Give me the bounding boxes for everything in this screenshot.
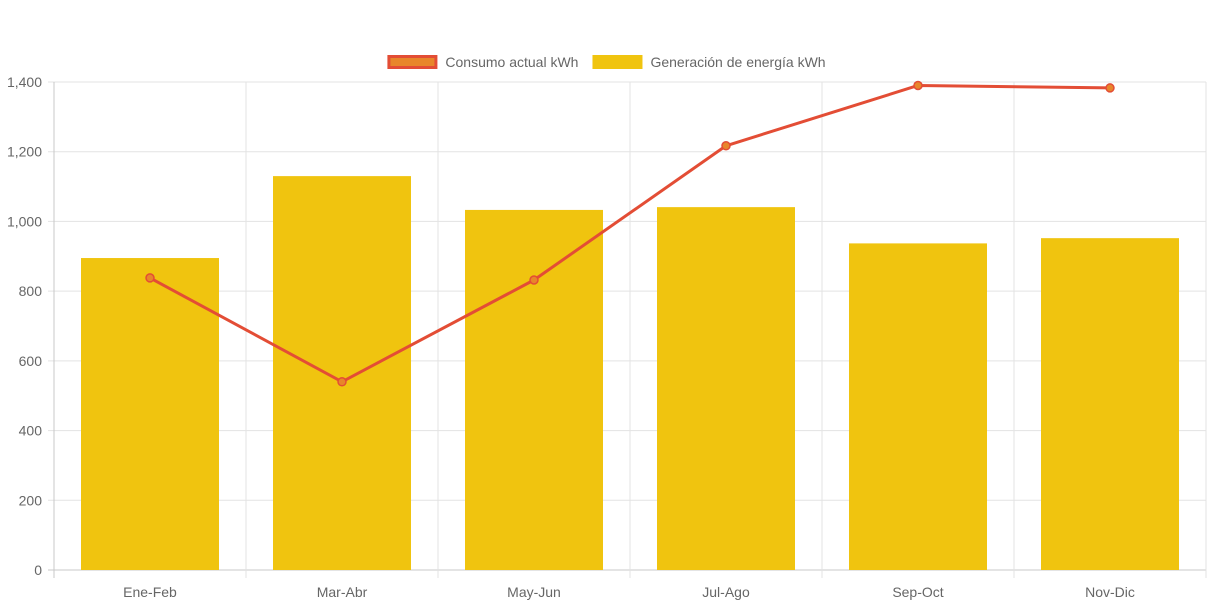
bar [81,258,219,570]
legend-swatch [387,55,438,69]
legend-label: Generación de energía kWh [650,54,825,70]
y-tick-label: 600 [19,353,43,369]
x-tick-label: Jul-Ago [702,584,750,600]
bar [1041,238,1179,570]
y-tick-label: 1,400 [7,74,42,90]
grid [48,81,1207,578]
x-tick-label: May-Jun [507,584,561,600]
line-point [1105,83,1115,93]
legend-swatch [592,55,643,69]
legend-item: Consumo actual kWh [387,54,578,70]
bar-series [81,176,1179,571]
bar [849,243,987,571]
x-tick-label: Ene-Feb [123,584,177,600]
series-line [149,83,1111,384]
legend-item: Generación de energía kWh [592,54,826,70]
legend-label: Consumo actual kWh [445,54,578,70]
bar [465,209,603,570]
bar [273,176,411,570]
line-series [145,80,1115,387]
axes: 0 200 400 600 800 1,000 1,200 1,400 Ene-Feb Mar-A… [7,74,1135,600]
y-tick-label: 0 [34,562,42,578]
y-tick-label: 200 [19,492,43,508]
y-tick-label: 1,200 [7,144,42,160]
line-point [529,275,539,285]
y-tick-label: 1,000 [7,213,42,229]
y-tick-label: 800 [19,283,43,299]
bar [657,207,795,570]
x-tick-label: Sep-Oct [892,584,943,600]
line-point [337,377,347,387]
legend: Consumo actual kWh Generación de energía … [387,54,826,70]
line-point [145,273,155,283]
x-tick-label: Mar-Abr [317,584,368,600]
y-tick-label: 400 [19,423,43,439]
line-point [721,141,731,151]
x-tick-label: Nov-Dic [1085,584,1135,600]
line-point [913,80,923,91]
